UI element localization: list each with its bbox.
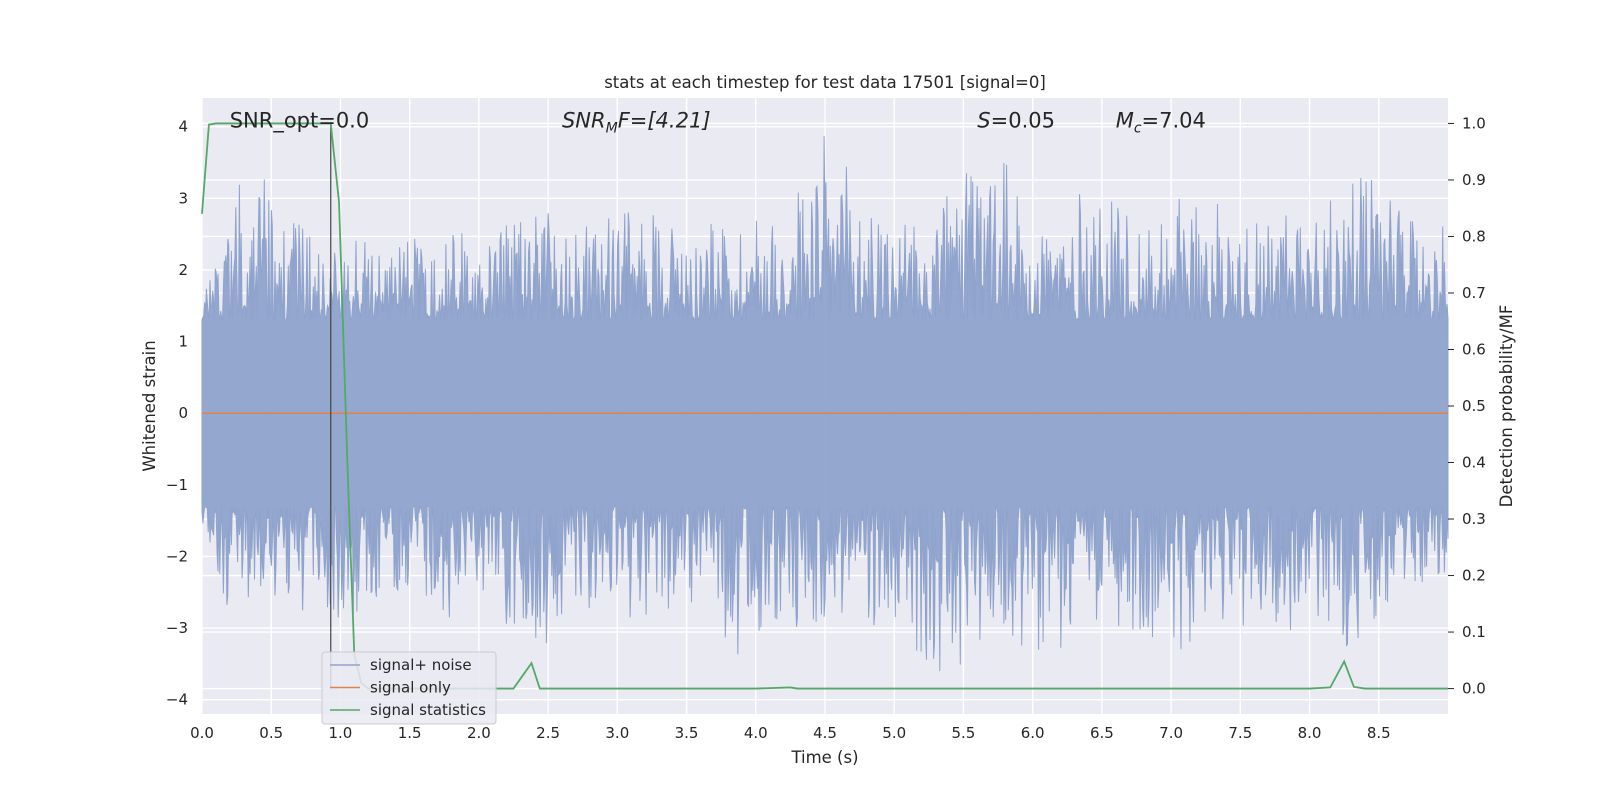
y2-axis-label: Detection probability/MF <box>1497 305 1516 508</box>
y2-tick-label: 0.9 <box>1462 171 1486 189</box>
series-signal-noise <box>201 135 1449 672</box>
y2-tick-label: 0.3 <box>1462 510 1486 528</box>
y2-tick-label: 0.6 <box>1462 340 1486 358</box>
annotation-s: S=0.05 <box>977 109 1055 133</box>
y-tick-label: −3 <box>166 619 188 637</box>
x-tick-label: 2.5 <box>536 724 560 742</box>
annotation-s-var: S <box>977 109 990 133</box>
legend: signal+ noise signal only signal statist… <box>321 651 497 725</box>
annotation-snr-mf: SNRMF=[4.21] <box>562 109 711 137</box>
legend-box <box>321 651 497 725</box>
x-tick-label: 8.5 <box>1367 724 1391 742</box>
ticks: 0.0 0.5 1.0 1.5 2.0 2.5 3.0 3.5 4.0 4.5 5.0 5.5 6.0 6… <box>166 114 1486 742</box>
x-tick-label: 4.0 <box>744 724 768 742</box>
annotation-snr-mf-sub: M <box>606 121 618 137</box>
y-tick-label: 2 <box>178 261 188 279</box>
y2-tick-label: 0.7 <box>1462 284 1486 302</box>
annotation-snr-mf-suffix: F=[4.21] <box>618 109 711 133</box>
y-tick-label: 1 <box>178 333 188 351</box>
y2-tick-label: 0.8 <box>1462 227 1486 245</box>
x-tick-label: 0.5 <box>259 724 283 742</box>
x-tick-label: 3.0 <box>605 724 629 742</box>
y-tick-label: −2 <box>166 547 188 565</box>
y2-tick-label: 0.2 <box>1462 567 1486 585</box>
x-tick-label: 5.0 <box>882 724 906 742</box>
x-tick-label: 6.0 <box>1021 724 1045 742</box>
y2-tick-label: 0.5 <box>1462 397 1486 415</box>
y2-tick-label: 0.0 <box>1462 680 1486 698</box>
x-tick-label: 8.0 <box>1298 724 1322 742</box>
annotation-s-value: =0.05 <box>991 109 1055 133</box>
x-tick-label: 6.5 <box>1090 724 1114 742</box>
y-tick-label: 0 <box>178 404 188 422</box>
series-signal-statistics <box>201 122 1448 690</box>
legend-label-signal-statistics: signal statistics <box>370 701 486 719</box>
x-tick-label: 1.5 <box>398 724 422 742</box>
chart-title: stats at each timestep for test data 175… <box>604 73 1046 92</box>
series-layer <box>201 122 1449 690</box>
y-tick-label: 3 <box>178 189 188 207</box>
annotation-mc: Mc=7.04 <box>1116 109 1206 137</box>
x-tick-label: 7.5 <box>1228 724 1252 742</box>
legend-label-signal-noise: signal+ noise <box>370 656 472 674</box>
x-tick-label: 4.5 <box>813 724 837 742</box>
annotation-mc-var: M <box>1116 109 1134 133</box>
legend-label-signal-only: signal only <box>370 679 451 697</box>
annotation-snr-mf-prefix: SNR <box>562 109 606 133</box>
x-tick-label: 5.5 <box>952 724 976 742</box>
y2-tick-label: 1.0 <box>1462 114 1486 132</box>
y-tick-label: −4 <box>166 691 188 709</box>
annotation-mc-sub: c <box>1134 121 1142 137</box>
x-tick-label: 2.0 <box>467 724 491 742</box>
x-axis-label: Time (s) <box>790 748 858 767</box>
annotation-mc-value: =7.04 <box>1142 109 1206 133</box>
x-tick-label: 1.0 <box>329 724 353 742</box>
x-tick-label: 3.5 <box>675 724 699 742</box>
y2-tick-label: 0.4 <box>1462 454 1486 472</box>
annotation-snr-opt: SNR_opt=0.0 <box>230 109 370 134</box>
y-tick-label: 4 <box>178 118 188 136</box>
y-tick-label: −1 <box>166 476 188 494</box>
x-tick-label: 0.0 <box>190 724 214 742</box>
y-axis-label: Whitened strain <box>140 340 159 471</box>
y2-tick-label: 0.1 <box>1462 623 1486 641</box>
x-tick-label: 7.0 <box>1159 724 1183 742</box>
